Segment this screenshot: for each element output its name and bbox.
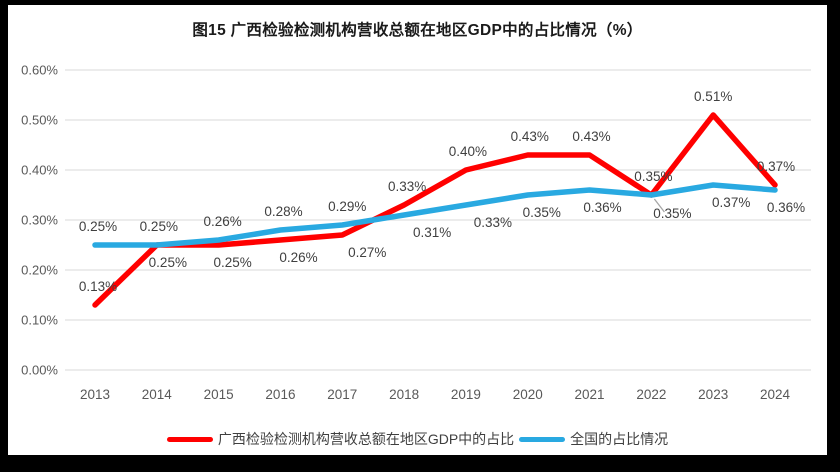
legend-label-series-0: 广西检验检测机构营收总额在地区GDP中的占比 (217, 431, 515, 447)
data-label-series-1: 0.25% (140, 219, 178, 234)
data-label-series-1: 0.26% (203, 214, 241, 229)
data-label-series-1: 0.29% (328, 199, 366, 214)
data-label-series-0: 0.33% (388, 179, 426, 194)
data-label-series-0: 0.43% (511, 129, 549, 144)
data-label-series-0: 0.40% (449, 144, 487, 159)
data-label-series-0: 0.13% (79, 279, 117, 294)
legend-swatch-series-0 (166, 436, 213, 442)
data-label-series-1: 0.36% (583, 200, 621, 215)
x-tick-label: 2016 (265, 387, 295, 402)
data-label-series-1: 0.31% (413, 225, 451, 240)
x-tick-label: 2015 (204, 387, 234, 402)
x-tick-label: 2022 (636, 387, 666, 402)
data-label-series-0: 0.25% (149, 255, 187, 270)
chart-panel: 图15 广西检验检测机构营收总额在地区GDP中的占比情况（%） 0.00% 0.1… (8, 5, 827, 455)
x-tick-label: 2020 (513, 387, 543, 402)
x-tick-label: 2024 (760, 387, 791, 402)
data-label-series-1: 0.35% (523, 205, 561, 220)
data-label-series-0: 0.25% (213, 255, 251, 270)
y-tick-label: 0.60% (21, 63, 58, 78)
x-tick-label: 2023 (698, 387, 728, 402)
data-label-series-1: 0.36% (767, 200, 805, 215)
series-line-0 (92, 112, 778, 308)
series-line-1 (92, 182, 778, 248)
y-tick-label: 0.30% (21, 213, 58, 228)
x-tick-label: 2014 (142, 387, 173, 402)
data-label-series-0: 0.37% (757, 159, 795, 174)
x-tick-label: 2017 (327, 387, 357, 402)
data-label-series-0: 0.43% (572, 129, 610, 144)
chart-legend: 广西检验检测机构营收总额在地区GDP中的占比 全国的占比情况 (8, 429, 827, 449)
data-label-series-1: 0.25% (79, 219, 117, 234)
x-tick-label: 2021 (575, 387, 605, 402)
legend-label-series-1: 全国的占比情况 (570, 431, 669, 447)
y-tick-label: 0.40% (21, 163, 58, 178)
data-label-series-0: 0.51% (694, 89, 732, 104)
data-label-series-1: 0.37% (712, 195, 750, 210)
y-tick-label: 0.10% (21, 313, 58, 328)
data-label-series-0: 0.35% (634, 169, 672, 184)
leader-line (653, 198, 665, 213)
data-label-series-1: 0.35% (653, 206, 691, 221)
y-tick-label: 0.20% (21, 263, 58, 278)
legend-swatch-series-1 (519, 436, 566, 442)
line-chart: 0.00% 0.10% 0.20% 0.30% 0.40% 0.50% 0.60% 2013 2… (21, 63, 811, 402)
data-label-series-1: 0.33% (474, 215, 512, 230)
y-tick-label: 0.50% (21, 113, 58, 128)
x-tick-label: 2018 (389, 387, 419, 402)
x-tick-label: 2019 (451, 387, 481, 402)
y-tick-label: 0.00% (21, 363, 58, 378)
data-label-series-0: 0.27% (348, 245, 386, 260)
data-label-series-1: 0.28% (264, 204, 302, 219)
data-label-series-0: 0.26% (279, 250, 317, 265)
x-tick-label: 2013 (80, 387, 110, 402)
chart-title: 图15 广西检验检测机构营收总额在地区GDP中的占比情况（%） (192, 22, 643, 39)
